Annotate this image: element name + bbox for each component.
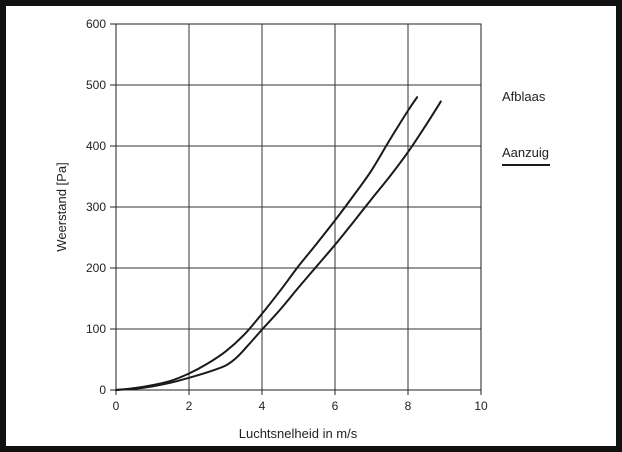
series-line-aanzuig [115,100,442,391]
y-tick-label: 200 [86,261,106,275]
x-axis-label: Luchtsnelheid in m/s [239,426,358,441]
x-tick-label: 10 [474,399,488,413]
legend-label-aanzuig: Aanzuig [502,145,549,160]
series-lines [115,96,442,391]
series-line-afblaas [115,96,419,391]
y-axis-label: Weerstand [Pa] [54,162,69,251]
x-tick-label: 4 [259,399,266,413]
x-tick-label: 8 [405,399,412,413]
x-tick-label: 6 [332,399,339,413]
y-tick-label: 300 [86,200,106,214]
y-tick-label: 400 [86,139,106,153]
x-tick-label: 0 [113,399,120,413]
y-tick-label: 100 [86,322,106,336]
x-tick-label: 2 [186,399,193,413]
y-tick-label: 500 [86,78,106,92]
grid [116,24,481,390]
y-tick-label: 600 [86,17,106,31]
legend-label-afblaas: Afblaas [502,89,546,104]
y-tick-label: 0 [99,383,106,397]
